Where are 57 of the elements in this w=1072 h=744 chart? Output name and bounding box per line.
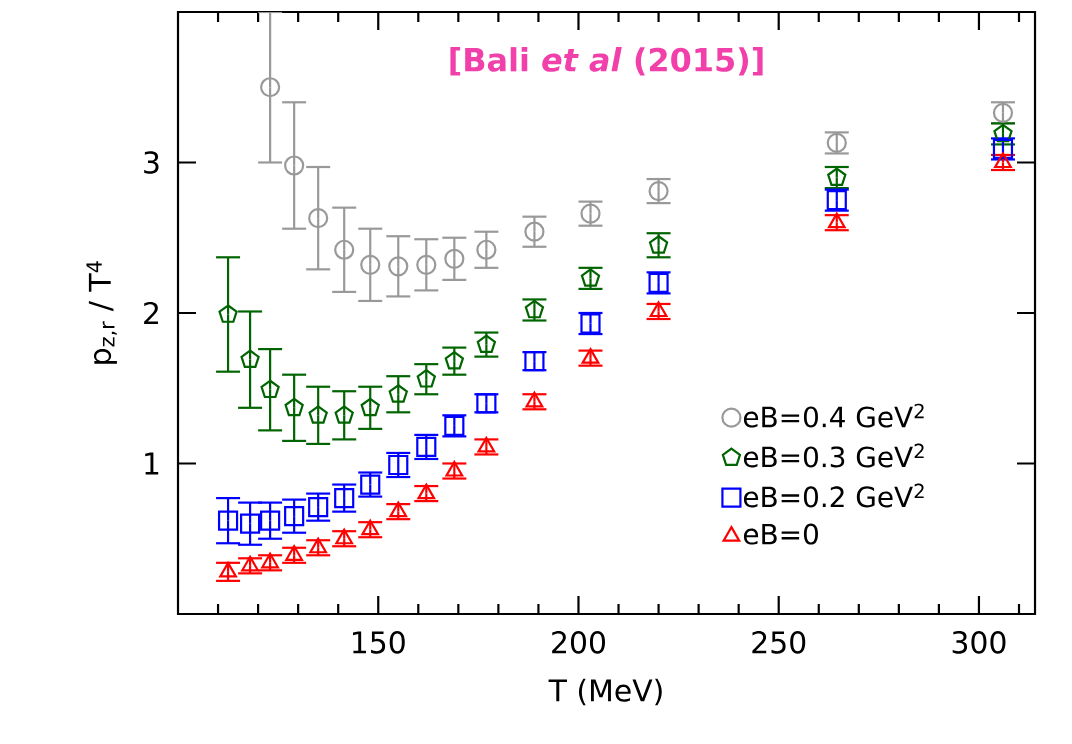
point [827,167,847,186]
point [334,488,355,509]
annotation: [Bali et al (2015)] [450,47,763,76]
point [444,351,464,370]
y-tick-label: 1 [145,452,159,475]
point [284,397,304,417]
y-axis-title: p$_{z,r}$ / T$^{4}$ [86,261,117,364]
legend-label: eB=0 [743,523,818,545]
legend-label: eB=0.4 GeV$^{2}$ [743,403,924,428]
point [308,405,328,424]
point [581,348,600,364]
point [260,77,281,98]
point [360,397,380,417]
point [416,369,436,388]
point [334,239,355,260]
point [309,537,328,554]
point [241,555,259,572]
point [284,506,305,527]
x-tick-label: 200 [552,631,605,654]
point [308,497,329,518]
point [360,254,381,275]
x-tick-label: 150 [353,631,405,654]
point [218,304,238,323]
legend-label: eB=0.2 GeV$^{2}$ [743,483,924,508]
point [239,513,261,534]
legend-label: eB=0.3 GeV$^{2}$ [743,443,924,468]
point [477,436,496,453]
y-tick-label: 3 [144,151,159,174]
point [388,256,409,277]
x-tick-label: 300 [952,631,1006,654]
y-tick-label: 2 [144,301,158,325]
point [219,561,237,578]
point [648,235,669,254]
point [260,510,281,531]
point [240,349,260,369]
point [444,248,465,269]
point [361,519,380,536]
point [334,405,354,424]
point [389,501,408,518]
point [308,208,329,229]
point [335,528,354,545]
point [649,301,668,318]
point [388,384,408,403]
point [417,483,436,500]
point [217,510,239,531]
point [261,552,280,569]
point [524,221,545,242]
point [416,254,437,275]
x-tick-label: 250 [752,631,806,654]
point [476,334,497,353]
point [445,460,464,477]
point [285,545,304,561]
point [476,239,497,260]
point [994,152,1012,169]
x-axis-title: T (MeV) [548,678,662,706]
point [525,391,544,408]
point [260,379,280,399]
